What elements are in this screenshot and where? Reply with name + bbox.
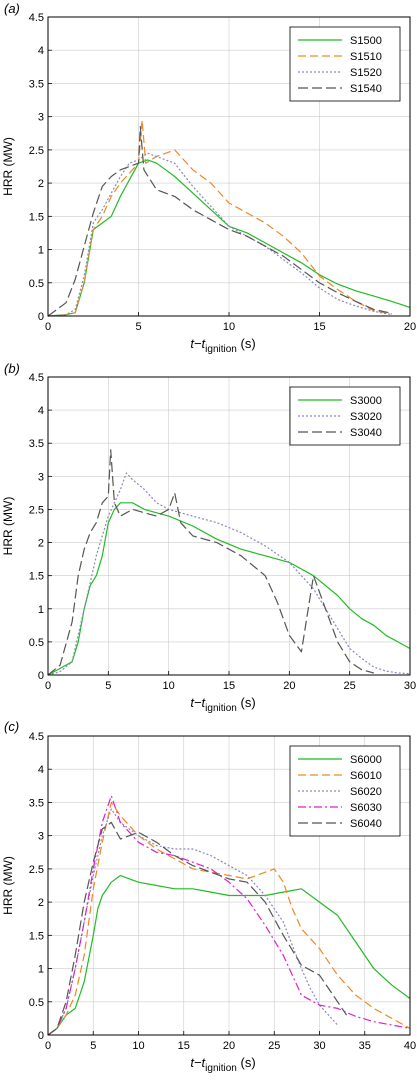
- series-line-S6010: [47, 801, 411, 1036]
- y-tick-label: 4: [38, 45, 44, 57]
- y-tick-label: 4: [38, 405, 44, 417]
- legend-box: [289, 386, 401, 446]
- y-tick-label: 4: [38, 764, 44, 776]
- x-axis-label: t−tignition (s): [190, 336, 255, 355]
- x-tick-label: 30: [313, 1040, 325, 1052]
- x-axis-label: t−tignition (s): [190, 695, 255, 714]
- y-tick-label: 1: [38, 964, 44, 976]
- y-tick-label: 1.5: [29, 930, 44, 942]
- legend-label-S1500: S1500: [350, 35, 382, 47]
- y-tick-label: 4.5: [29, 12, 44, 24]
- series-line-S1540: [47, 126, 393, 317]
- series-line-S3040: [47, 449, 374, 676]
- y-tick-label: 2.5: [29, 145, 44, 157]
- x-tick-label: 20: [283, 680, 295, 692]
- x-tick-label: 15: [178, 1040, 190, 1052]
- x-tick-label: 0: [45, 1040, 51, 1052]
- y-tick-label: 3: [38, 112, 44, 124]
- y-tick-label: 0.5: [29, 637, 44, 649]
- x-tick-label: 10: [132, 1040, 144, 1052]
- panel-label: (b): [4, 361, 20, 376]
- x-tick-label: 25: [344, 680, 356, 692]
- y-tick-label: 0.5: [29, 997, 44, 1009]
- series-line-S1520: [47, 152, 393, 317]
- chart-panel-2: (b) 0 5 10 15 20 25 30 0 0.5 1 1.5 2 2.5 3 3.5 4 4.5 HRR (…: [1, 361, 416, 714]
- series-line-S1510: [47, 119, 393, 317]
- legend-label-S6000: S6000: [350, 754, 382, 766]
- legend-label-S3000: S3000: [350, 395, 382, 407]
- y-tick-label: 3.5: [29, 438, 44, 450]
- legend: S3000 S3020 S3040: [289, 386, 401, 446]
- x-tick-label: 10: [223, 321, 235, 333]
- legend-label-S6040: S6040: [350, 818, 382, 830]
- x-tick-label: 20: [404, 321, 416, 333]
- x-tick-label: 5: [105, 680, 111, 692]
- y-axis-label: HRR (MW): [1, 856, 15, 915]
- x-tick-label: 25: [268, 1040, 280, 1052]
- x-tick-label: 0: [45, 680, 51, 692]
- series-line-S6020: [47, 808, 339, 1036]
- y-tick-label: 2.5: [29, 504, 44, 516]
- y-tick-label: 3.5: [29, 78, 44, 90]
- legend-label-S6030: S6030: [350, 802, 382, 814]
- series-line-S6030: [47, 795, 411, 1036]
- y-tick-label: 4.5: [29, 372, 44, 384]
- legend-label-S3020: S3020: [350, 411, 382, 423]
- y-tick-label: 3: [38, 471, 44, 483]
- legend-label-S1520: S1520: [350, 67, 382, 79]
- x-tick-label: 15: [223, 680, 235, 692]
- y-axis-label: HRR (MW): [1, 137, 15, 196]
- x-tick-label: 35: [359, 1040, 371, 1052]
- legend-label-S1540: S1540: [350, 83, 382, 95]
- y-tick-label: 0: [38, 670, 44, 682]
- y-tick-label: 0: [38, 311, 44, 323]
- x-tick-label: 5: [90, 1040, 96, 1052]
- series-line-S3020: [47, 472, 411, 676]
- series-line-S1500: [47, 159, 411, 317]
- legend: S6000 S6010 S6020 S6030 S6040: [289, 745, 401, 837]
- legend-label-S1510: S1510: [350, 51, 382, 63]
- x-tick-label: 30: [404, 680, 416, 692]
- x-tick-label: 0: [45, 321, 51, 333]
- x-tick-label: 40: [404, 1040, 416, 1052]
- series-line-S6000: [47, 874, 411, 1036]
- y-tick-label: 2.5: [29, 864, 44, 876]
- y-tick-label: 0: [38, 1030, 44, 1042]
- y-tick-label: 0.5: [29, 278, 44, 290]
- x-tick-label: 15: [313, 321, 325, 333]
- legend-label-S3040: S3040: [350, 427, 382, 439]
- legend: S1500 S1510 S1520 S1540: [289, 26, 401, 102]
- legend-box: [289, 745, 401, 837]
- x-tick-label: 20: [223, 1040, 235, 1052]
- x-tick-label: 5: [135, 321, 141, 333]
- y-tick-label: 2: [38, 897, 44, 909]
- legend-box: [289, 26, 401, 102]
- y-tick-label: 3.5: [29, 797, 44, 809]
- y-axis-label: HRR (MW): [1, 497, 15, 556]
- legend-label-S6020: S6020: [350, 786, 382, 798]
- y-tick-label: 3: [38, 831, 44, 843]
- series-line-S6040: [47, 821, 348, 1036]
- panel-label: (c): [4, 719, 19, 734]
- y-tick-label: 1: [38, 245, 44, 257]
- legend-label-S6010: S6010: [350, 770, 382, 782]
- panel-label: (a): [4, 1, 20, 16]
- chart-panel-3: (c) 0 5 10 15 20 25 30 35 40 0 0.5 1 1.5 2 2.5 3 3.5 4 4.5 H…: [1, 719, 416, 1074]
- series-line-S3000: [47, 502, 411, 676]
- x-axis-label: t−tignition (s): [190, 1055, 255, 1074]
- y-tick-label: 4.5: [29, 731, 44, 743]
- y-tick-label: 1.5: [29, 211, 44, 223]
- x-tick-label: 10: [163, 680, 175, 692]
- chart-panel-1: (a) 0 5 10 15 20 0 0.5 1 1.5 2 2.5 3 3.5 4 4.5 HRR (MW) t…: [1, 1, 416, 355]
- y-tick-label: 1.5: [29, 571, 44, 583]
- y-tick-label: 2: [38, 178, 44, 190]
- y-tick-label: 2: [38, 538, 44, 550]
- y-tick-label: 1: [38, 604, 44, 616]
